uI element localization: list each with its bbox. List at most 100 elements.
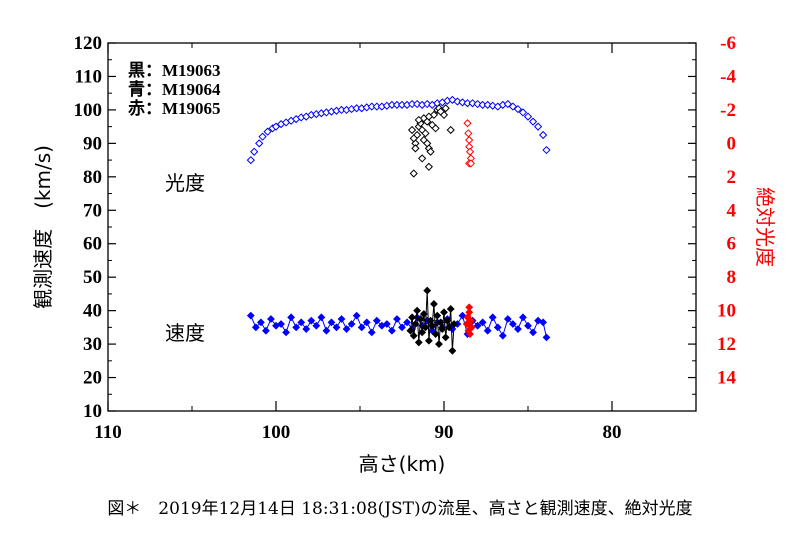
data-point bbox=[297, 318, 306, 327]
data-point bbox=[271, 122, 281, 131]
data-point bbox=[347, 320, 356, 328]
series-5 bbox=[462, 303, 476, 338]
data-point bbox=[424, 336, 433, 345]
data-point bbox=[246, 311, 255, 320]
data-point bbox=[418, 154, 427, 163]
data-point bbox=[411, 144, 420, 153]
data-point bbox=[302, 325, 311, 333]
data-point bbox=[256, 318, 265, 327]
y-right-tick-label: 14 bbox=[717, 368, 737, 389]
legend-m19063: 黒：M19063 bbox=[128, 61, 221, 80]
data-point bbox=[465, 135, 474, 145]
data-point bbox=[431, 124, 440, 133]
data-point bbox=[463, 119, 472, 128]
data-point bbox=[282, 328, 290, 337]
data-point bbox=[519, 313, 527, 322]
y-left-tick-label: 60 bbox=[83, 234, 102, 255]
data-point bbox=[513, 104, 523, 114]
data-point bbox=[528, 117, 538, 126]
y-left-tick-label: 100 bbox=[74, 100, 103, 121]
data-point bbox=[508, 320, 517, 328]
data-point bbox=[441, 333, 450, 342]
y-axis-right-label: 絶対光度 bbox=[753, 187, 777, 267]
data-point bbox=[533, 122, 543, 131]
data-point bbox=[431, 330, 440, 338]
data-point bbox=[539, 318, 548, 327]
y-right-tick-label: 8 bbox=[727, 267, 737, 288]
data-point bbox=[465, 308, 474, 317]
y-left-tick-label: 120 bbox=[74, 33, 103, 54]
x-tick-label: 80 bbox=[603, 422, 622, 443]
data-point bbox=[446, 305, 455, 313]
annotation-velocity: 速度 bbox=[165, 321, 205, 345]
data-point bbox=[466, 316, 475, 325]
data-point bbox=[424, 112, 433, 121]
data-point bbox=[255, 139, 264, 148]
y-right-tick-label: 0 bbox=[727, 133, 737, 154]
data-point bbox=[287, 313, 296, 322]
data-point bbox=[498, 331, 507, 340]
data-point bbox=[398, 323, 406, 332]
y-right-tick-label: 10 bbox=[717, 301, 736, 322]
series-layer bbox=[246, 95, 551, 355]
data-point bbox=[426, 147, 435, 156]
data-point bbox=[424, 162, 433, 171]
data-point bbox=[440, 308, 448, 317]
figure-caption: 図＊ 2019年12月14日 18:31:08(JST)の流星、高さと観測速度、… bbox=[107, 499, 692, 519]
series-3 bbox=[246, 311, 551, 342]
data-point bbox=[419, 310, 428, 318]
data-point bbox=[465, 147, 475, 156]
data-point bbox=[322, 326, 331, 335]
data-point bbox=[263, 127, 272, 136]
data-point bbox=[312, 321, 321, 330]
data-point bbox=[478, 318, 487, 327]
data-point bbox=[367, 328, 376, 337]
data-point bbox=[418, 328, 427, 337]
data-point bbox=[413, 306, 422, 315]
data-point bbox=[483, 326, 492, 335]
series-2 bbox=[463, 119, 475, 168]
y-right-tick-label: 2 bbox=[727, 167, 737, 188]
axis-ticks: 110 100 90 80120110100908070605040302010-6-… bbox=[74, 33, 737, 443]
data-point bbox=[503, 315, 512, 323]
data-point bbox=[416, 315, 425, 323]
data-point bbox=[403, 318, 411, 327]
data-point bbox=[292, 323, 301, 332]
data-point bbox=[423, 286, 432, 295]
series-0 bbox=[246, 95, 551, 165]
data-point bbox=[445, 323, 453, 332]
data-point bbox=[508, 102, 517, 111]
data-point bbox=[503, 99, 512, 109]
legend-m19064: 青：M19064 bbox=[128, 79, 221, 99]
y-left-tick-label: 30 bbox=[83, 334, 102, 355]
data-point bbox=[453, 97, 462, 106]
x-tick-label: 110 bbox=[94, 422, 121, 443]
data-point bbox=[352, 311, 361, 320]
data-point bbox=[441, 104, 450, 113]
y-left-tick-label: 40 bbox=[83, 301, 102, 322]
data-point bbox=[465, 303, 474, 312]
y-right-tick-label: 6 bbox=[727, 234, 737, 255]
data-point bbox=[409, 169, 418, 178]
series-1 bbox=[407, 104, 455, 178]
y-axis-left-label: 観測速度 (km/s) bbox=[31, 145, 55, 309]
y-left-tick-label: 50 bbox=[83, 267, 102, 288]
data-point bbox=[262, 326, 270, 335]
data-point bbox=[382, 320, 391, 328]
data-point bbox=[357, 323, 366, 332]
data-point bbox=[446, 125, 455, 135]
y-left-tick-label: 20 bbox=[83, 368, 102, 389]
data-point bbox=[514, 325, 522, 333]
data-point bbox=[473, 99, 482, 109]
data-point bbox=[443, 316, 452, 325]
data-point bbox=[393, 315, 401, 323]
data-point bbox=[483, 100, 492, 109]
data-point bbox=[542, 333, 551, 342]
y-right-tick-label: -6 bbox=[720, 33, 736, 54]
y-right-tick-label: 4 bbox=[727, 200, 737, 221]
data-point bbox=[466, 330, 474, 338]
data-point bbox=[342, 325, 351, 333]
x-tick-label: 90 bbox=[435, 422, 454, 443]
data-point bbox=[488, 101, 497, 110]
